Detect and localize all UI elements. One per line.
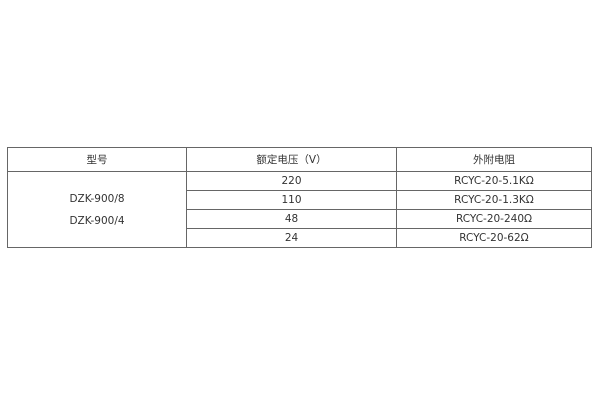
voltage-cell: 48 xyxy=(186,209,397,229)
spec-table: 型号 额定电压（V） 外附电阻 DZK-900/8 DZK-900/4 220 … xyxy=(7,147,592,248)
model-name: DZK-900/4 xyxy=(69,214,125,227)
voltage-cell: 220 xyxy=(186,171,397,191)
resistor-cell: RCYC-20-240Ω xyxy=(396,209,592,229)
model-name: DZK-900/8 xyxy=(69,192,125,205)
header-voltage: 额定电压（V） xyxy=(186,147,397,172)
header-resistor: 外附电阻 xyxy=(396,147,592,172)
voltage-cell: 24 xyxy=(186,228,397,248)
model-cell: DZK-900/8 DZK-900/4 xyxy=(7,171,187,248)
resistor-cell: RCYC-20-1.3KΩ xyxy=(396,190,592,210)
table-row: DZK-900/8 DZK-900/4 220 RCYC-20-5.1KΩ xyxy=(7,171,592,248)
table-row: 24 RCYC-20-62Ω xyxy=(8,228,592,248)
resistor-cell: RCYC-20-5.1KΩ xyxy=(396,171,592,191)
voltage-cell: 110 xyxy=(186,190,397,210)
header-model: 型号 xyxy=(7,147,187,172)
header-row: 型号 额定电压（V） 外附电阻 xyxy=(7,147,592,172)
resistor-cell: RCYC-20-62Ω xyxy=(396,228,592,248)
